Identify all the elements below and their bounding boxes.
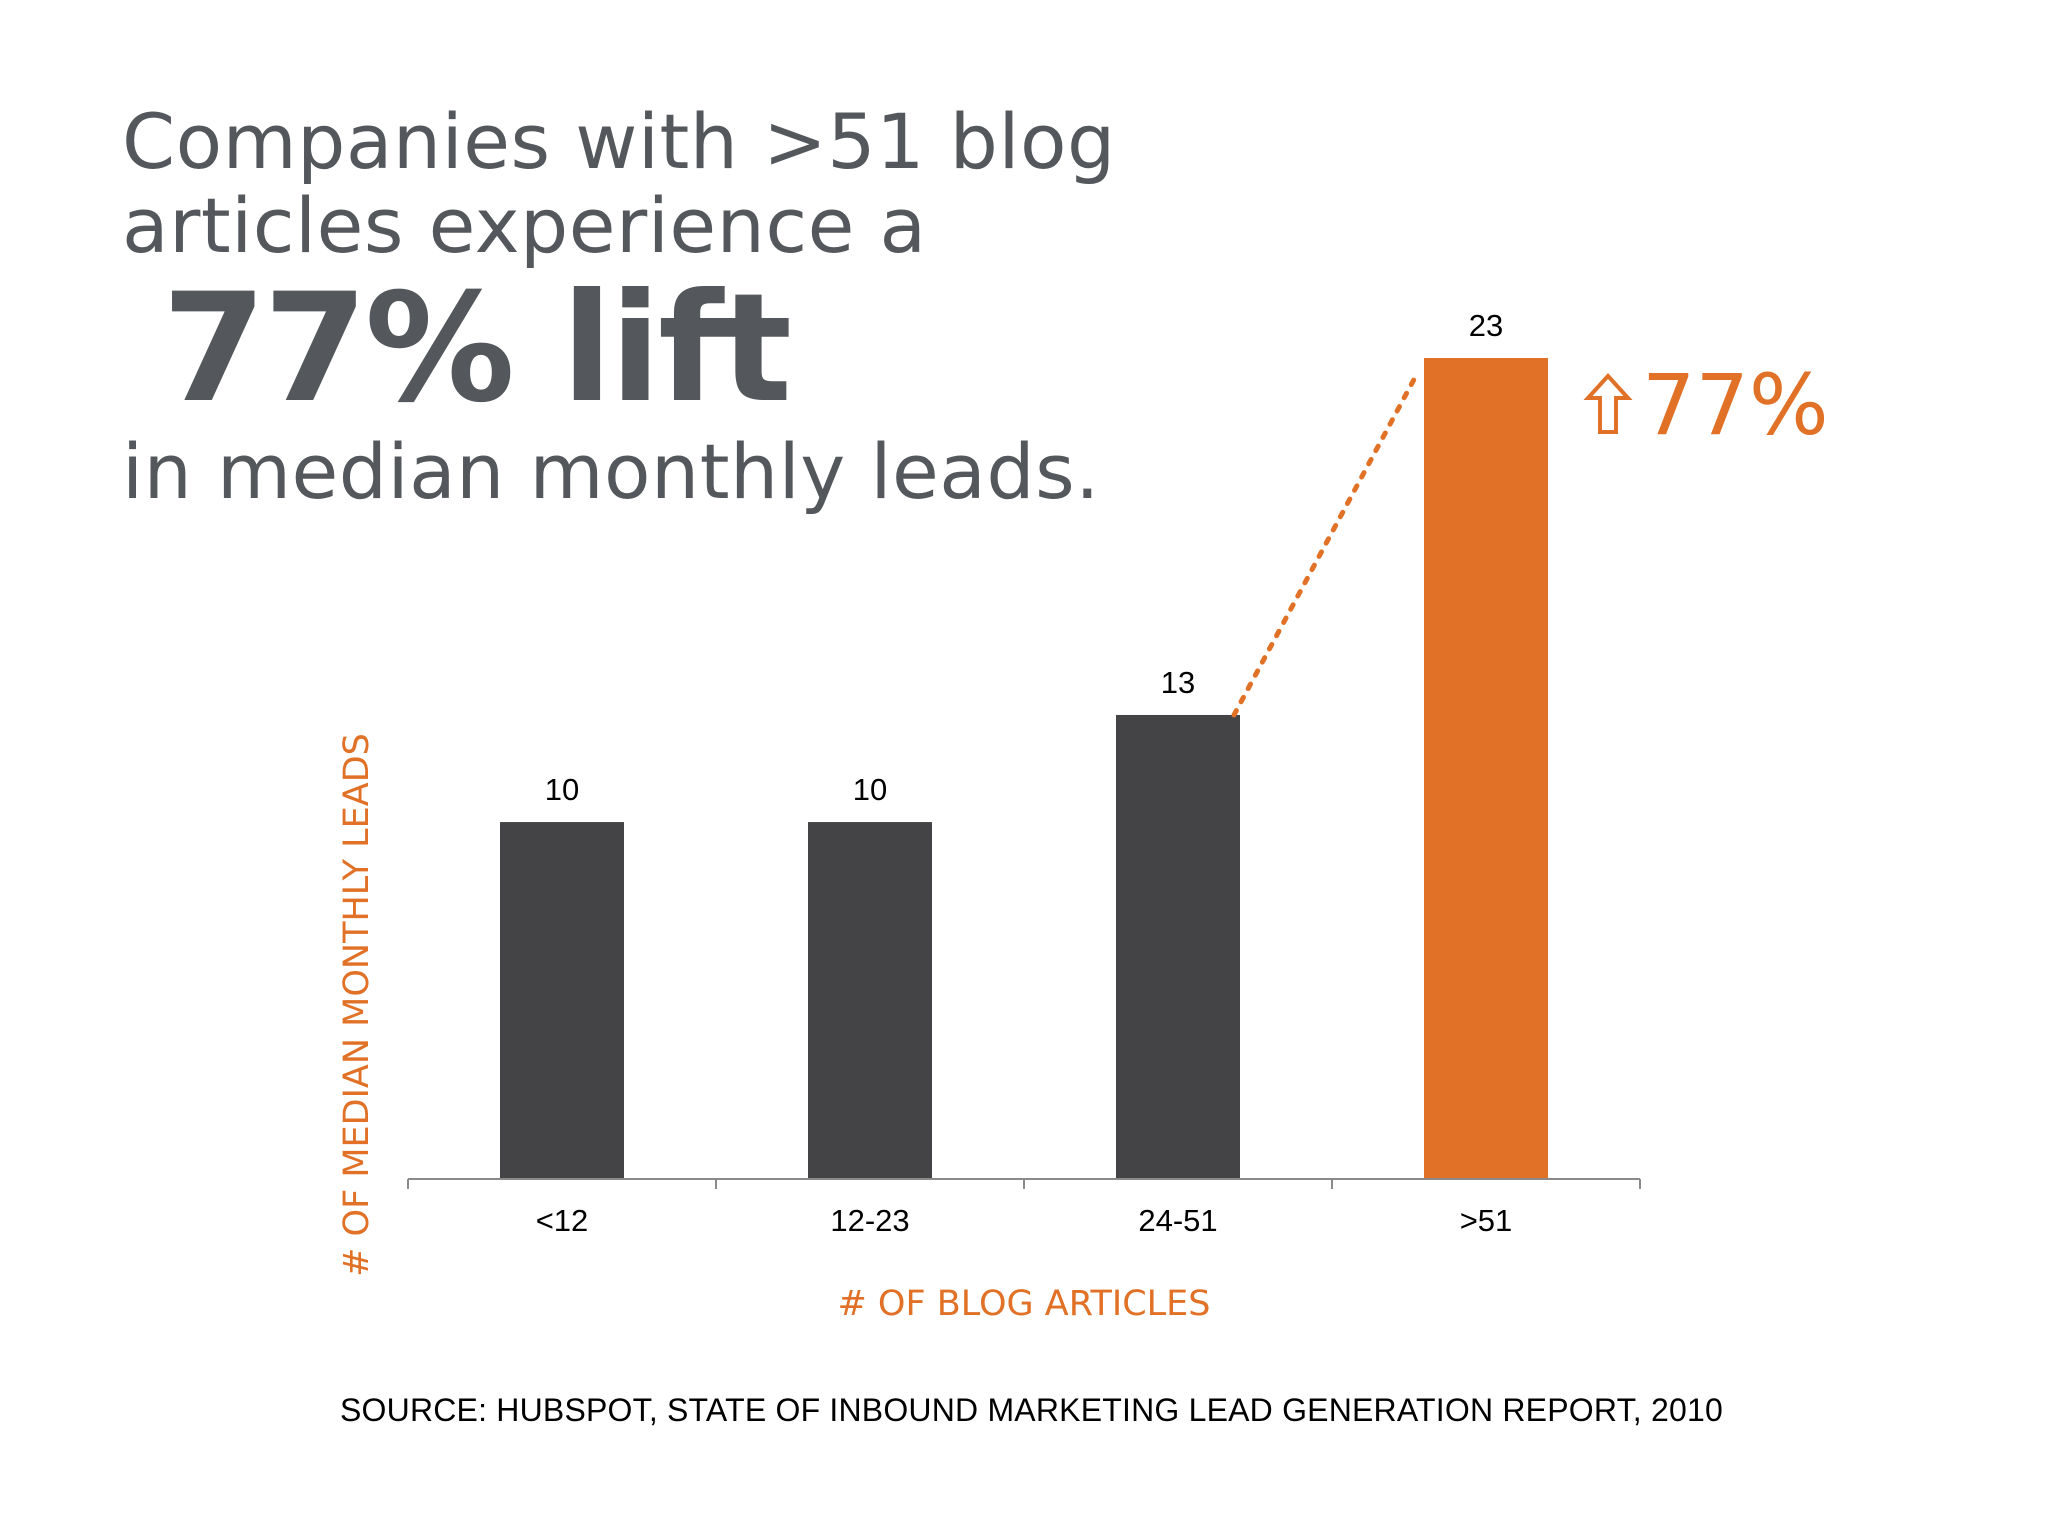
dotted-connector-line [1231, 369, 1421, 718]
source-citation: SOURCE: HUBSPOT, STATE OF INBOUND MARKET… [340, 1392, 1723, 1428]
data-label: 10 [545, 772, 579, 807]
y-axis-title: # OF MEDIAN MONTHLY LEADS [337, 733, 377, 1277]
x-tick-label: <12 [536, 1203, 589, 1238]
bar [500, 822, 624, 1179]
headline-big-stat: 77% lift [162, 262, 792, 436]
callout-percent: 77% [1642, 356, 1829, 454]
x-tick-label: 12-23 [830, 1203, 909, 1238]
headline-line-2: articles experience a [122, 181, 927, 270]
x-axis-title: # OF BLOG ARTICLES [837, 1284, 1210, 1324]
x-tick-label: 24-51 [1138, 1203, 1217, 1238]
headline-line-3: in median monthly leads. [122, 427, 1100, 516]
headline-line-1: Companies with >51 blog [122, 97, 1116, 186]
data-label: 23 [1469, 308, 1503, 343]
bar [1116, 714, 1240, 1179]
data-label: 10 [853, 772, 887, 807]
bar [808, 822, 932, 1179]
bar [1424, 358, 1548, 1179]
x-tick-label: >51 [1460, 1203, 1513, 1238]
up-arrow-outline-icon [1583, 373, 1633, 434]
data-label: 13 [1161, 665, 1195, 700]
headline: Companies with >51 blog articles experie… [122, 100, 1116, 514]
